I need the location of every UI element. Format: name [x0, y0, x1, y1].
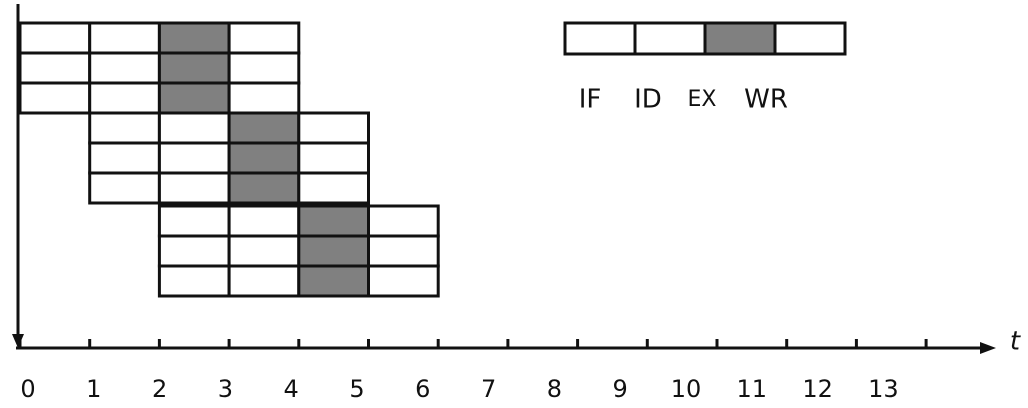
stage-cell — [157, 51, 231, 85]
stage-cell — [297, 141, 370, 175]
legend-cell — [703, 21, 777, 56]
instruction-rows — [18, 21, 440, 298]
legend-cell — [773, 21, 847, 56]
tick-label: 7 — [481, 375, 496, 403]
stage-cell — [367, 204, 440, 238]
tick-label: 6 — [415, 375, 430, 403]
stage-cell — [157, 234, 231, 268]
stage-cell — [18, 81, 92, 115]
stage-cell — [157, 204, 231, 238]
time-axis-arrow — [980, 342, 996, 354]
ticks: 0 1 2 3 4 5 6 7 8 9 10 11 12 13 — [18, 339, 928, 403]
legend-cell — [563, 21, 637, 56]
stage-cell — [88, 21, 161, 55]
stage-cell — [157, 21, 231, 55]
stage-cell — [367, 264, 440, 298]
stage-cell — [227, 21, 301, 55]
stage-cell — [227, 51, 301, 85]
stage-cell — [227, 204, 301, 238]
stage-cell — [88, 51, 161, 85]
legend-label: WR — [744, 85, 788, 115]
legend-label: EX — [688, 87, 717, 112]
tick-label: 9 — [613, 375, 628, 403]
tick-label: 5 — [349, 375, 364, 403]
tick-label: 1 — [86, 375, 101, 403]
vertical-axis-arrow — [12, 334, 24, 348]
stage-cell — [297, 171, 370, 205]
stage-cell — [18, 51, 92, 85]
tick-label: 4 — [284, 375, 299, 403]
axis-label: t — [1010, 327, 1021, 357]
stage-cell — [157, 141, 231, 175]
stage-cell — [88, 141, 161, 175]
tick-label: 0 — [20, 375, 35, 403]
stage-cell — [227, 234, 301, 268]
tick-label: 12 — [802, 375, 833, 403]
stage-cell — [227, 264, 301, 298]
stage-cell — [227, 81, 301, 115]
legend-cell — [633, 21, 707, 56]
stage-cell — [227, 171, 301, 205]
legend-label: IF — [579, 85, 602, 115]
stage-cell — [18, 21, 92, 55]
stage-cell — [88, 111, 161, 145]
legend-label: ID — [634, 85, 662, 115]
tick-label: 3 — [218, 375, 233, 403]
stage-cell — [157, 81, 231, 115]
tick-label: 8 — [547, 375, 562, 403]
tick-label: 11 — [737, 375, 768, 403]
stage-cell — [88, 81, 161, 115]
tick-label: 13 — [868, 375, 899, 403]
stage-cell — [227, 111, 301, 145]
legend: IF ID EX WR — [563, 21, 847, 115]
stage-cell — [227, 141, 301, 175]
tick-label: 2 — [152, 375, 167, 403]
tick-label: 10 — [671, 375, 702, 403]
stage-cell — [367, 234, 440, 268]
stage-cell — [157, 264, 231, 298]
stage-cell — [157, 111, 231, 145]
stage-cell — [297, 234, 370, 268]
stage-cell — [88, 171, 161, 205]
stage-cell — [297, 264, 370, 298]
stage-cell — [297, 204, 370, 238]
stage-cell — [157, 171, 231, 205]
stage-cell — [297, 111, 370, 145]
